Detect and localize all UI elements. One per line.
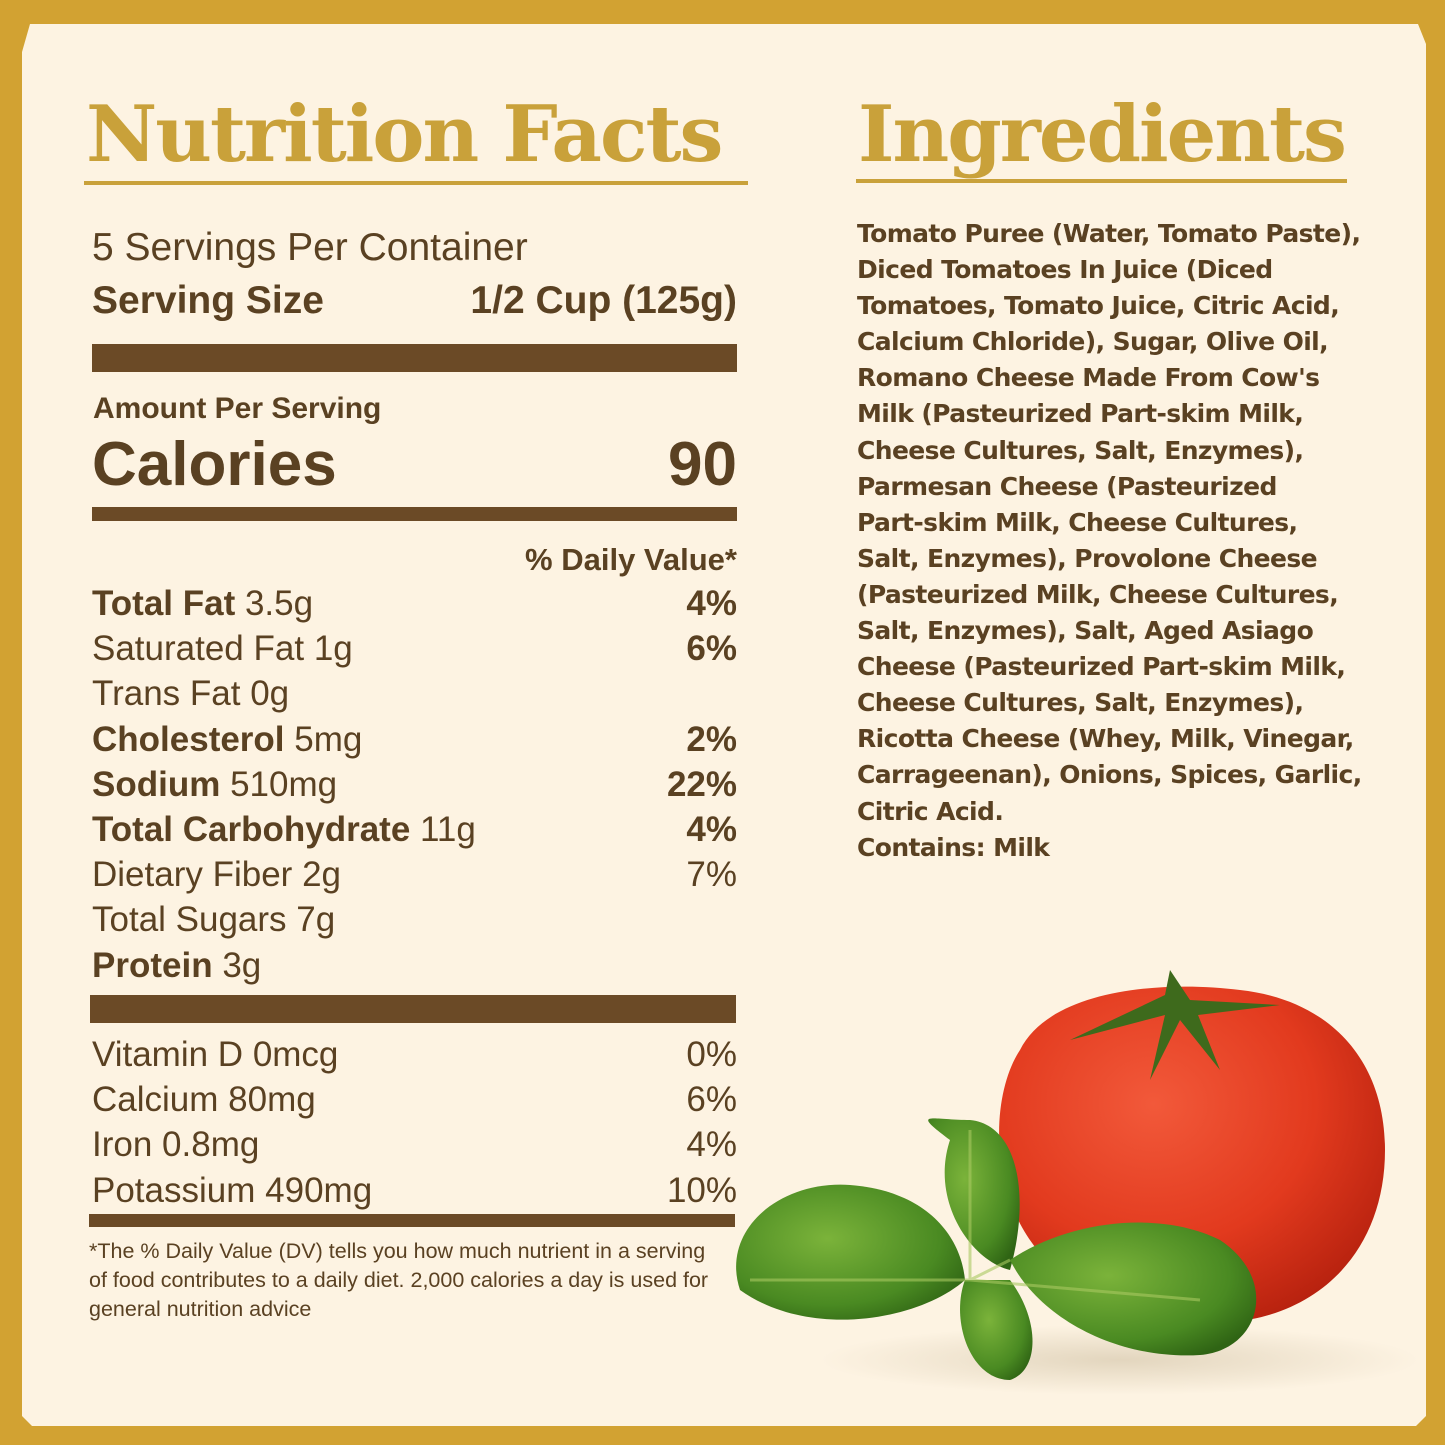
ingredient-line: Part-skim Milk, Cheese Cultures, [857, 507, 1298, 537]
vitamin-name: Potassium [92, 1170, 256, 1210]
tomato-stem [1070, 970, 1280, 1080]
vitamin-amount: 80mg [228, 1080, 316, 1120]
nutrient-name: Total Carbohydrate [92, 810, 411, 849]
nutrient-row: Cholesterol 5mg 2% [92, 720, 737, 760]
footnote: *The % Daily Value (DV) tells you how mu… [89, 1239, 709, 1321]
vitamin-name: Calcium [92, 1080, 219, 1120]
basil-leaf [928, 1118, 1020, 1270]
nutrient-dv: 7% [686, 855, 737, 895]
ingredient-line: Milk (Pasteurized Part-skim Milk, [857, 399, 1304, 429]
nutrient-amount: 3g [222, 945, 262, 985]
nutrient-name: Total Sugars [92, 900, 287, 940]
vitamin-row: Potassium 490mg 10% [92, 1171, 737, 1211]
nutrient-name: Protein [92, 945, 213, 985]
nutrient-amount: 2g [302, 855, 341, 895]
calories-value: 90 [668, 430, 737, 499]
nutrient-name: Total Fat [92, 584, 236, 623]
nutrient-dv: 2% [686, 719, 737, 759]
nutrient-amount: 510mg [230, 764, 338, 804]
vitamin-name: Iron [92, 1125, 153, 1165]
nutrient-dv: 4% [686, 584, 737, 623]
nutrient-amount: 3.5g [244, 584, 314, 623]
nutrient-row: Sodium 510mg 22% [92, 765, 737, 805]
ingredient-line: Cheese (Pasteurized Part-skim Milk, [857, 652, 1346, 682]
ingredient-line: Tomato Puree (Water, Tomato Paste), [857, 219, 1361, 248]
thick-divider [92, 344, 737, 372]
vitamin-row: Calcium 80mg 6% [92, 1080, 737, 1120]
tomato-basil-image [736, 970, 1420, 1395]
ingredient-line: Cheese Cultures, Salt, Enzymes), [857, 688, 1304, 718]
daily-value-header: % Daily Value* [525, 542, 737, 577]
nutrient-name: Sodium [92, 764, 221, 804]
nutrition-facts-title: Nutrition Facts [86, 89, 723, 180]
nutrient-row: Total Carbohydrate 11g 4% [92, 810, 737, 850]
title-underline [84, 181, 748, 185]
vitamin-dv: 10% [666, 1170, 737, 1210]
thick-divider [90, 995, 736, 1023]
allergen-statement: Contains: Milk [857, 832, 1050, 862]
ingredient-line: Cheese Cultures, Salt, Enzymes), [857, 435, 1304, 465]
nutrient-name: Trans Fat [92, 674, 241, 714]
ingredient-line: Salt, Enzymes), Salt, Aged Asiago [857, 616, 1314, 646]
vitamin-dv: 4% [686, 1125, 737, 1165]
nutrient-amount: 7g [296, 900, 336, 940]
ingredient-line: Salt, Enzymes), Provolone Cheese [857, 543, 1318, 573]
vitamin-dv: 6% [686, 1080, 737, 1120]
vitamin-name: Vitamin D [92, 1035, 244, 1074]
ingredient-line: Parmesan Cheese (Pasteurized [857, 471, 1277, 501]
vitamin-dv: 0% [686, 1035, 737, 1074]
nutrient-dv: 6% [686, 629, 737, 669]
nutrient-amount: 1g [313, 629, 353, 669]
servings-per-container: 5 Servings Per Container [92, 226, 528, 269]
ingredient-line: Tomatoes, Tomato Juice, Citric Acid, [857, 291, 1340, 321]
serving-size-value: 1/2 Cup (125g) [470, 279, 737, 322]
ingredient-line: Ricotta Cheese (Whey, Milk, Vinegar, [857, 724, 1354, 754]
nutrient-name: Dietary Fiber [92, 855, 293, 895]
nutrient-dv: 4% [686, 810, 737, 849]
ingredient-line: Carrageenan), Onions, Spices, Garlic, [857, 760, 1362, 790]
amount-per-serving: Amount Per Serving [93, 392, 382, 425]
serving-size-label: Serving Size [92, 279, 324, 322]
nutrient-row: Protein 3g [92, 946, 737, 986]
medium-divider [92, 507, 737, 521]
medium-divider [89, 1214, 735, 1227]
nutrient-amount: 11g [420, 810, 476, 849]
vitamin-amount: 0.8mg [162, 1125, 260, 1165]
calories-label: Calories [92, 430, 337, 499]
ingredient-line: Citric Acid. [857, 796, 1004, 826]
nutrient-dv: 22% [666, 764, 737, 804]
nutrient-amount: 0g [250, 674, 290, 714]
basil-leaf [736, 1184, 965, 1320]
nutrient-row: Saturated Fat 1g 6% [92, 629, 737, 669]
nutrient-row: Total Sugars 7g [92, 900, 737, 940]
ingredient-line: Calcium Chloride), Sugar, Olive Oil, [857, 327, 1329, 357]
vitamin-amount: 490mg [265, 1170, 373, 1210]
nutrient-amount: 5mg [294, 719, 363, 759]
ingredient-line: (Pasteurized Milk, Cheese Cultures, [857, 579, 1339, 609]
vitamin-amount: 0mcg [252, 1035, 339, 1074]
basil-leaf [960, 1280, 1033, 1380]
nutrient-row: Total Fat 3.5g 4% [92, 584, 737, 624]
vitamin-row: Iron 0.8mg 4% [92, 1125, 737, 1165]
nutrient-row: Dietary Fiber 2g 7% [92, 855, 737, 895]
nutrient-row: Trans Fat 0g [92, 674, 737, 714]
title-underline [856, 179, 1347, 183]
nutrient-name: Saturated Fat [92, 629, 305, 669]
nutrient-name: Cholesterol [92, 719, 285, 759]
basil-leaf [1010, 1222, 1257, 1356]
ingredients-list: Tomato Puree (Water, Tomato Paste), Diced… [857, 216, 1362, 866]
ingredient-line: Diced Tomatoes In Juice (Diced [857, 255, 1273, 285]
ingredients-title: Ingredients [858, 89, 1347, 180]
ingredient-line: Romano Cheese Made From Cow's [857, 363, 1320, 393]
vitamin-row: Vitamin D 0mcg 0% [92, 1035, 737, 1075]
